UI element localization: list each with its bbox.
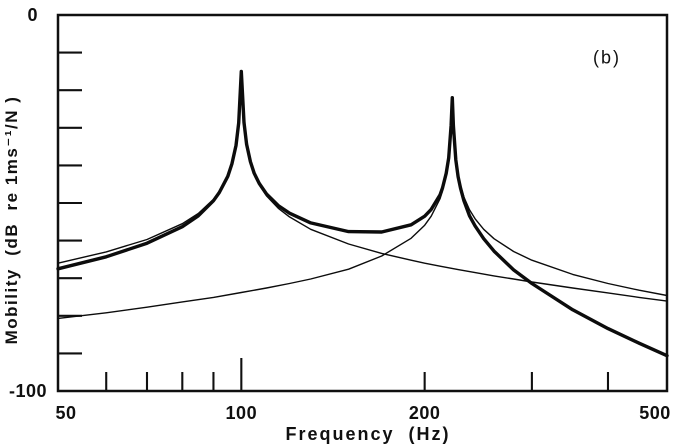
curve-mode2 xyxy=(57,96,668,320)
x-tick-label: 100 xyxy=(226,403,258,423)
panel-label: (b) xyxy=(593,47,621,68)
plot-frame xyxy=(56,13,669,393)
curve-mode1 xyxy=(57,70,668,302)
x-tick-label: 500 xyxy=(639,403,671,423)
x-tick-label: 200 xyxy=(409,403,441,423)
y-tick-label: 0 xyxy=(27,5,38,25)
x-tick-label: 50 xyxy=(55,403,76,423)
y-axis-title: Mobility (dB re 1ms⁻¹/N ) xyxy=(2,95,21,345)
x-axis-title: Frequency (Hz) xyxy=(285,424,451,444)
y-tick-label: -100 xyxy=(9,381,47,401)
curve-total xyxy=(56,69,669,358)
